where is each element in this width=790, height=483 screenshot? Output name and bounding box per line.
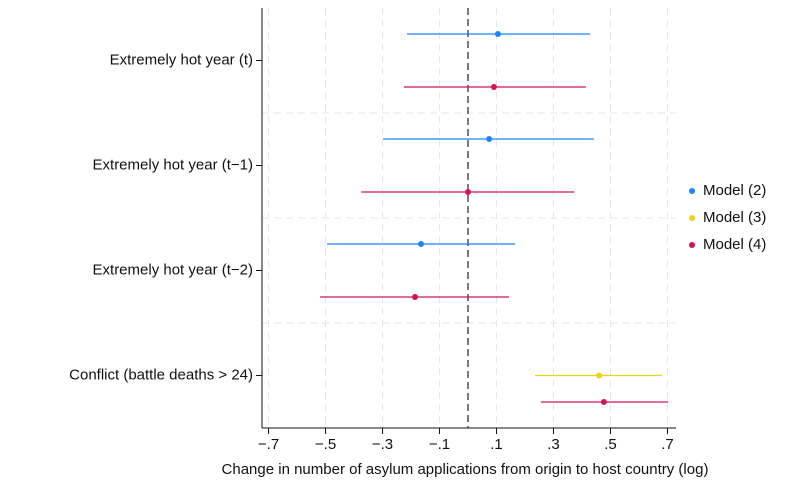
point-estimate [486,136,493,142]
point-estimate [412,294,419,300]
x-tick-label: −.3 [372,436,393,453]
y-tick-label: Extremely hot year (t−1) [93,156,253,173]
x-tick-label: .3 [547,436,560,453]
x-tick-label: .5 [604,436,617,453]
legend-marker [689,242,695,248]
legend-label: Model (2) [703,182,766,199]
point-estimate [417,241,424,247]
legend-marker [689,215,695,221]
x-tick-label: .7 [661,436,674,453]
point-estimate [596,372,603,379]
point-estimate [600,399,607,405]
x-axis-label: Change in number of asylum applications … [222,461,709,478]
legend-marker [689,188,695,194]
x-tick-label: −.7 [258,436,279,453]
point-estimate [494,31,501,37]
y-tick-label: Conflict (battle deaths > 24) [69,366,253,383]
x-tick-label: −.1 [429,436,450,453]
point-estimate [465,189,472,195]
y-tick-label: Extremely hot year (t−2) [93,261,253,278]
point-estimate [490,84,497,90]
legend-label: Model (4) [703,236,766,253]
x-tick-label: .1 [490,436,503,453]
y-tick-label: Extremely hot year (t) [110,51,253,68]
legend-label: Model (3) [703,209,766,226]
x-tick-label: −.5 [315,436,336,453]
